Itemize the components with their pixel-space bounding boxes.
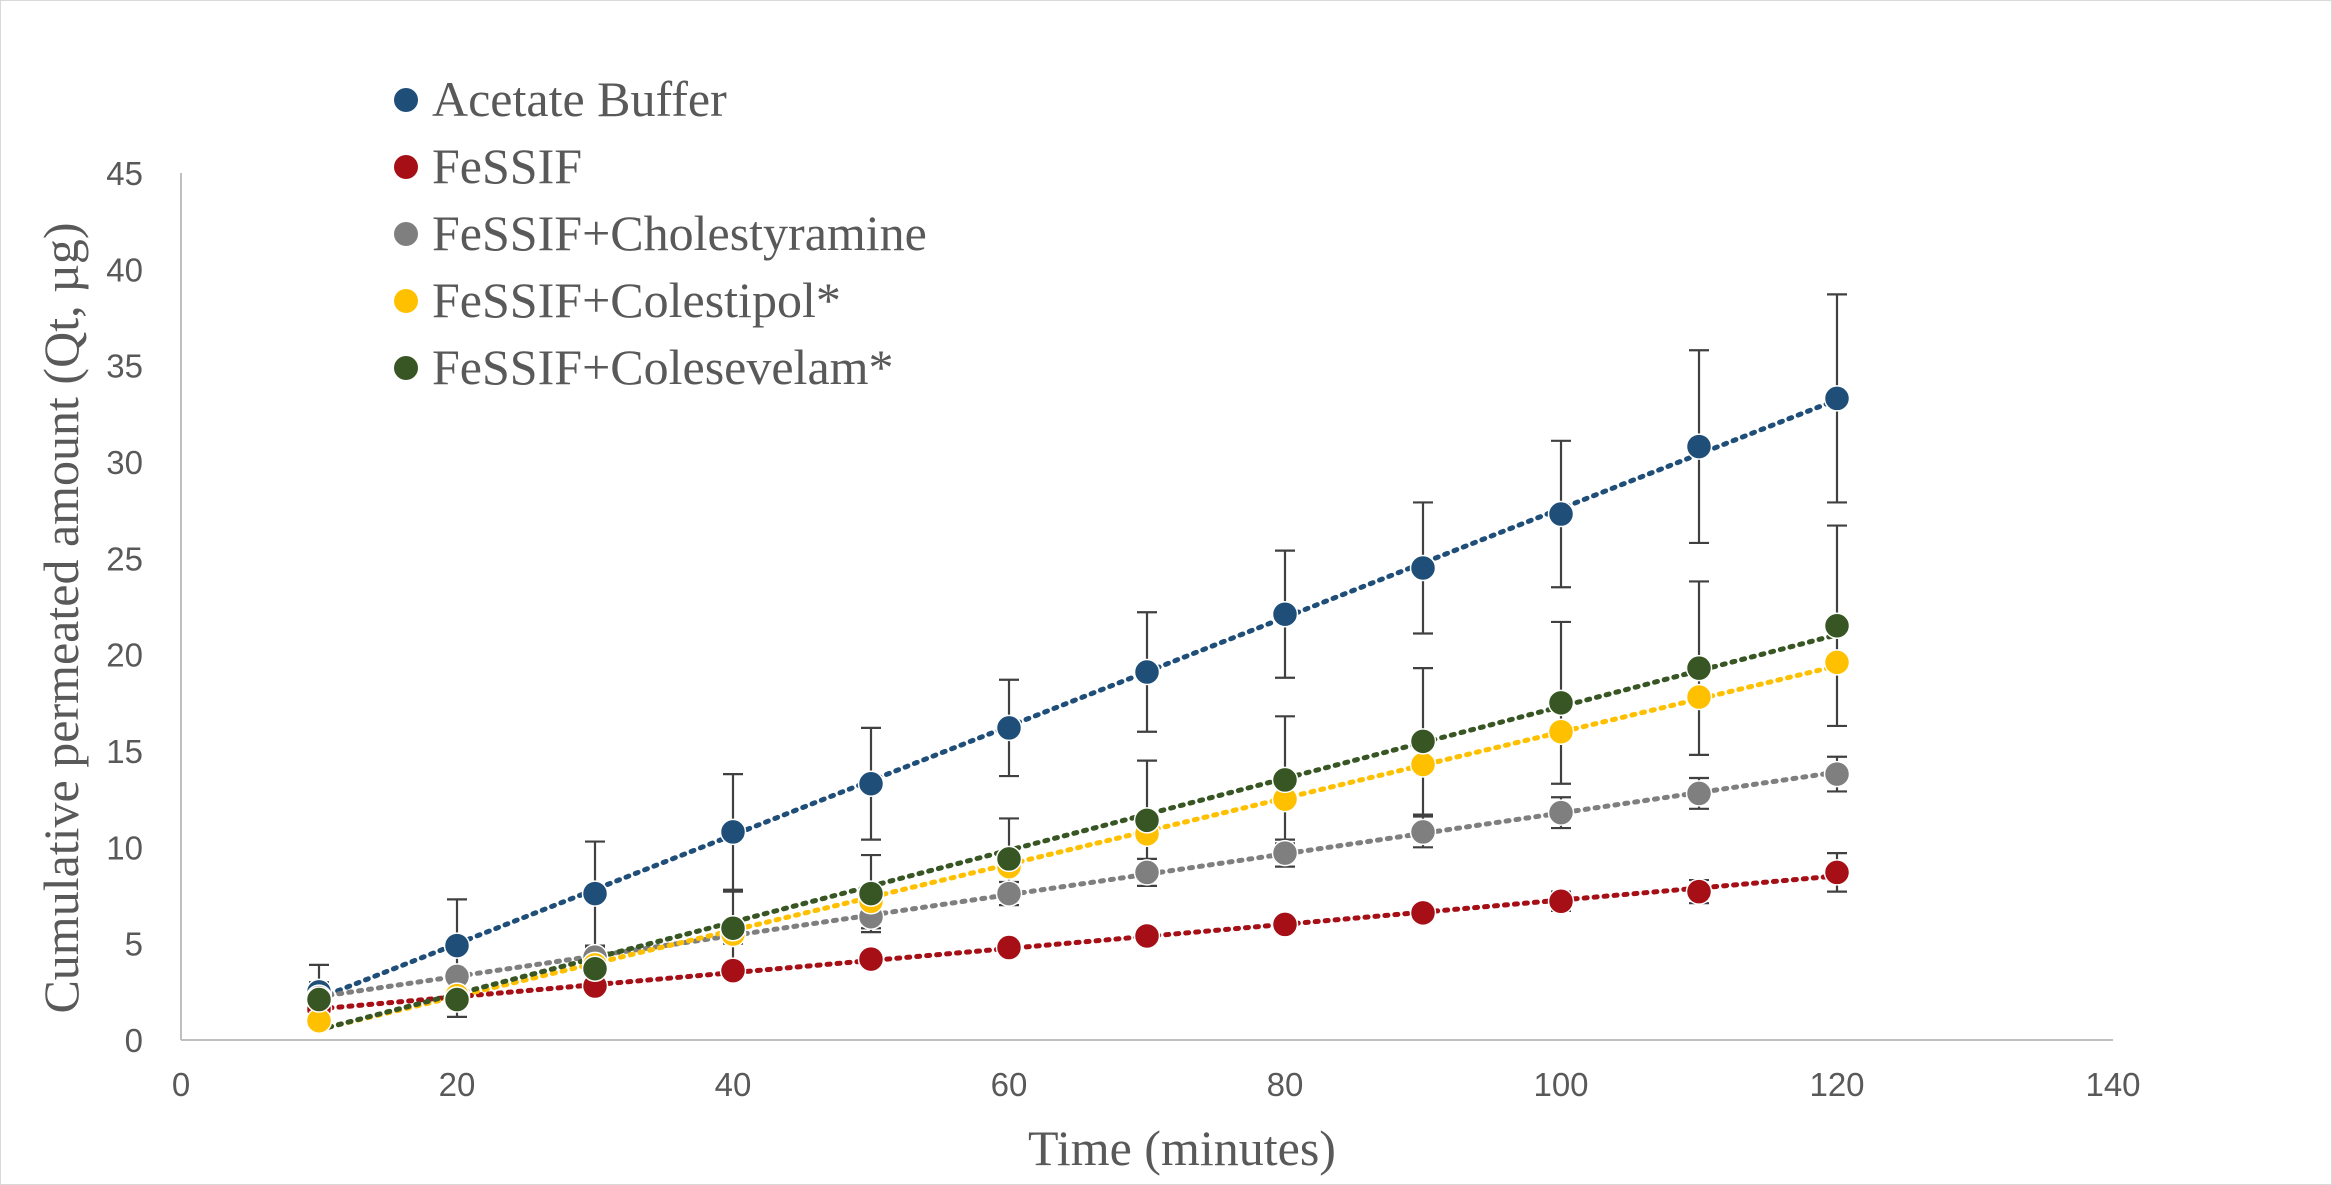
legend-marker bbox=[394, 88, 418, 112]
trendlines bbox=[316, 397, 1840, 1033]
data-point bbox=[443, 986, 471, 1013]
legend-label: Acetate Buffer bbox=[432, 71, 727, 127]
data-point bbox=[719, 915, 747, 942]
data-point bbox=[1133, 922, 1161, 950]
data-point bbox=[995, 880, 1023, 907]
data-point bbox=[1133, 859, 1161, 886]
data-point bbox=[1685, 433, 1713, 460]
data-point bbox=[995, 934, 1023, 961]
trendline-series-4 bbox=[316, 632, 1840, 1033]
x-tick-label: 120 bbox=[1809, 1066, 1864, 1103]
legend-marker bbox=[394, 222, 418, 246]
y-tick-labels: 0 5 10 15 20 25 30 35 40 45 bbox=[106, 155, 143, 1059]
data-point bbox=[1133, 658, 1161, 686]
y-tick-label: 40 bbox=[106, 251, 143, 288]
data-point bbox=[719, 818, 747, 846]
data-point bbox=[1685, 654, 1713, 682]
legend-label: FeSSIF+Colesevelam* bbox=[432, 339, 894, 395]
data-point bbox=[581, 880, 609, 907]
trendline-series-0 bbox=[316, 397, 1840, 1001]
data-point bbox=[1823, 760, 1851, 788]
x-tick-label: 140 bbox=[2085, 1066, 2140, 1103]
legend-marker bbox=[394, 289, 418, 313]
data-point bbox=[995, 845, 1023, 873]
data-point bbox=[1823, 649, 1851, 676]
data-point bbox=[857, 880, 885, 907]
data-point bbox=[1823, 385, 1851, 412]
legend-marker bbox=[394, 356, 418, 380]
data-point bbox=[1409, 751, 1437, 778]
y-tick-label: 5 bbox=[125, 926, 143, 963]
data-point bbox=[995, 714, 1023, 742]
data-point bbox=[1823, 859, 1851, 886]
axes bbox=[180, 173, 2113, 1041]
y-tick-label: 30 bbox=[106, 444, 143, 481]
x-tick-label: 40 bbox=[715, 1066, 752, 1103]
legend-marker bbox=[394, 155, 418, 179]
data-point bbox=[1409, 899, 1437, 927]
trendline-series-3 bbox=[316, 663, 1840, 1032]
data-point bbox=[1547, 799, 1575, 826]
legend: Acetate Buffer FeSSIF FeSSIF+Cholestyramin… bbox=[394, 71, 927, 395]
y-tick-label: 25 bbox=[106, 540, 143, 577]
y-axis-title: Cumulative permeated amount (Qt, µg) bbox=[33, 222, 89, 1013]
y-tick-label: 35 bbox=[106, 348, 143, 385]
data-point bbox=[1685, 878, 1713, 905]
data-point bbox=[857, 945, 885, 973]
data-points bbox=[305, 385, 1851, 1034]
data-point bbox=[1547, 888, 1575, 915]
data-point bbox=[1271, 600, 1299, 628]
x-axis-title: Time (minutes) bbox=[1028, 1120, 1336, 1176]
x-tick-label: 80 bbox=[1267, 1066, 1304, 1103]
y-tick-label: 45 bbox=[106, 155, 143, 192]
legend-label: FeSSIF+Colestipol* bbox=[432, 272, 841, 328]
data-point bbox=[1271, 839, 1299, 867]
x-tick-label: 100 bbox=[1533, 1066, 1588, 1103]
data-point bbox=[1685, 683, 1713, 711]
data-point bbox=[1547, 689, 1575, 717]
data-point bbox=[1133, 807, 1161, 834]
data-point bbox=[1271, 766, 1299, 794]
data-point bbox=[857, 770, 885, 798]
legend-label: FeSSIF bbox=[432, 138, 582, 194]
data-point bbox=[1685, 780, 1713, 807]
data-point bbox=[305, 986, 333, 1013]
data-point bbox=[1409, 728, 1437, 755]
data-point bbox=[1823, 612, 1851, 640]
legend-label: FeSSIF+Cholestyramine bbox=[432, 205, 927, 261]
trendline-series-1 bbox=[316, 873, 1840, 1012]
data-point bbox=[719, 957, 747, 984]
trendline-series-2 bbox=[316, 769, 1840, 1000]
data-point bbox=[1547, 500, 1575, 528]
data-point bbox=[1409, 554, 1437, 582]
y-tick-label: 10 bbox=[106, 829, 143, 866]
x-tick-labels: 0 20 40 60 80 100 120 140 bbox=[172, 1066, 2141, 1103]
data-point bbox=[1409, 818, 1437, 846]
y-tick-label: 15 bbox=[106, 733, 143, 770]
error-bars bbox=[309, 293, 1847, 1020]
data-point bbox=[581, 955, 609, 982]
data-point bbox=[443, 932, 471, 959]
y-tick-label: 0 bbox=[125, 1022, 143, 1059]
x-tick-label: 60 bbox=[991, 1066, 1028, 1103]
x-tick-label: 20 bbox=[439, 1066, 476, 1103]
data-point bbox=[1547, 718, 1575, 745]
data-point bbox=[1271, 911, 1299, 938]
y-tick-label: 20 bbox=[106, 637, 143, 674]
x-tick-label: 0 bbox=[172, 1066, 190, 1103]
